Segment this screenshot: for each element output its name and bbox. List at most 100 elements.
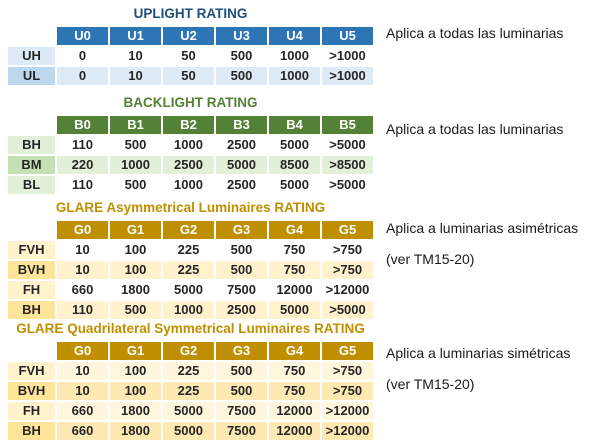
value-cell: 10 xyxy=(110,67,161,85)
table-row-BVH: BVH 10 100 225 500 750 >750 xyxy=(8,261,373,279)
value-cell: 7500 xyxy=(216,281,267,299)
value-cell: 2500 xyxy=(163,156,214,174)
rating-table-glare-asymmetrical: G0 G1 G2 G3 G4 G5 FVH 10 100 225 500 750 >750 BVH 10 10… xyxy=(6,219,375,321)
value-cell: 1000 xyxy=(163,176,214,194)
value-cell: 660 xyxy=(57,422,108,440)
value-cell: >750 xyxy=(322,382,373,400)
table-row-FH: FH 660 1800 5000 7500 12000 >12000 xyxy=(8,402,373,420)
header-row: B0 B1 B2 B3 B4 B5 xyxy=(8,116,373,134)
header-row: U0 U1 U2 U3 U4 U5 xyxy=(8,27,373,45)
table-block-backlight: BACKLIGHT RATING B0 B1 B2 B3 B4 B5 BH 110 500 1000… xyxy=(6,95,375,196)
table-block-glare-quadrilateral-symmetrical: GLARE Quadrilateral Symmetrical Luminair… xyxy=(6,321,375,442)
value-cell: 50 xyxy=(163,47,214,65)
value-cell: 500 xyxy=(110,136,161,154)
value-cell: 110 xyxy=(57,176,108,194)
table-row-UH: UH 0 10 50 500 1000 >1000 xyxy=(8,47,373,65)
table-row-FVH: FVH 10 100 225 500 750 >750 xyxy=(8,362,373,380)
value-cell: 0 xyxy=(57,67,108,85)
value-cell: 1000 xyxy=(110,156,161,174)
value-cell: 10 xyxy=(110,47,161,65)
annotation-glare-symmetrical-note: Aplica a luminarias simétricas (ver TM15-… xyxy=(386,346,570,408)
column-header-G3: G3 xyxy=(216,221,267,239)
value-cell: 8500 xyxy=(269,156,320,174)
value-cell: 660 xyxy=(57,402,108,420)
value-cell: 500 xyxy=(110,176,161,194)
header-row: G0 G1 G2 G3 G4 G5 xyxy=(8,221,373,239)
table-title-glare-asymmetrical: GLARE Asymmetrical Luminaires RATING xyxy=(55,200,326,215)
column-header-B3: B3 xyxy=(216,116,267,134)
value-cell: 750 xyxy=(269,241,320,259)
value-cell: 5000 xyxy=(163,281,214,299)
table-row-BM: BM 220 1000 2500 5000 8500 >8500 xyxy=(8,156,373,174)
table-row-BH: BH 660 1800 5000 7500 12000 >12000 xyxy=(8,422,373,440)
value-cell: 50 xyxy=(163,67,214,85)
value-cell: 750 xyxy=(269,362,320,380)
rating-tables-column: UPLIGHT RATING U0 U1 U2 U3 U4 U5 UH 0 10 50 500 1000… xyxy=(6,6,389,442)
table-row-BL: BL 110 500 1000 2500 5000 >5000 xyxy=(8,176,373,194)
column-header-U5: U5 xyxy=(322,27,373,45)
value-cell: 0 xyxy=(57,47,108,65)
value-cell: 5000 xyxy=(163,422,214,440)
corner-cell xyxy=(8,221,55,239)
column-header-G5: G5 xyxy=(322,221,373,239)
value-cell: 500 xyxy=(216,67,267,85)
row-label: BVH xyxy=(8,261,55,279)
column-header-U2: U2 xyxy=(163,27,214,45)
annotation-uplight-note: Aplica a todas las luminarias xyxy=(386,26,563,57)
corner-cell xyxy=(8,116,55,134)
value-cell: 500 xyxy=(216,241,267,259)
row-label: UL xyxy=(8,67,55,85)
column-header-G0: G0 xyxy=(57,221,108,239)
column-header-G2: G2 xyxy=(163,221,214,239)
value-cell: 12000 xyxy=(269,281,320,299)
column-header-U0: U0 xyxy=(57,27,108,45)
annotation-line: Aplica a todas las luminarias xyxy=(386,121,564,137)
value-cell: 2500 xyxy=(216,301,267,319)
value-cell: 110 xyxy=(57,136,108,154)
header-row: G0 G1 G2 G3 G4 G5 xyxy=(8,342,373,360)
column-header-G0: G0 xyxy=(57,342,108,360)
column-header-B5: B5 xyxy=(322,116,373,134)
rating-table-backlight: B0 B1 B2 B3 B4 B5 BH 110 500 1000 2500 5000 >5000 BM 2… xyxy=(6,114,375,196)
annotation-line: Aplica a luminarias simétricas xyxy=(386,345,571,361)
value-cell: 12000 xyxy=(269,422,320,440)
column-header-G5: G5 xyxy=(322,342,373,360)
column-header-U4: U4 xyxy=(269,27,320,45)
value-cell: >5000 xyxy=(322,136,373,154)
value-cell: 750 xyxy=(269,261,320,279)
row-label: FVH xyxy=(8,362,55,380)
value-cell: >8500 xyxy=(322,156,373,174)
annotation-glare-asymmetrical-note: Aplica a luminarias asimétricas (ver TM15… xyxy=(386,221,578,283)
table-row-BH: BH 110 500 1000 2500 5000 >5000 xyxy=(8,301,373,319)
value-cell: 7500 xyxy=(216,422,267,440)
column-header-B0: B0 xyxy=(57,116,108,134)
value-cell: 12000 xyxy=(269,402,320,420)
value-cell: 1800 xyxy=(110,402,161,420)
value-cell: >1000 xyxy=(322,47,373,65)
column-header-G2: G2 xyxy=(163,342,214,360)
annotation-line: (ver TM15-20) xyxy=(386,251,475,267)
table-block-glare-asymmetrical: GLARE Asymmetrical Luminaires RATING G0 G1… xyxy=(6,200,375,321)
value-cell: >5000 xyxy=(322,176,373,194)
annotation-line: (ver TM15-20) xyxy=(386,376,475,392)
value-cell: 500 xyxy=(216,382,267,400)
value-cell: 10 xyxy=(57,362,108,380)
value-cell: >750 xyxy=(322,362,373,380)
value-cell: 1800 xyxy=(110,281,161,299)
table-title-glare-quadrilateral-symmetrical: GLARE Quadrilateral Symmetrical Luminair… xyxy=(16,321,365,336)
column-header-U3: U3 xyxy=(216,27,267,45)
table-row-BVH: BVH 10 100 225 500 750 >750 xyxy=(8,382,373,400)
table-row-FH: FH 660 1800 5000 7500 12000 >12000 xyxy=(8,281,373,299)
value-cell: 220 xyxy=(57,156,108,174)
row-label: BVH xyxy=(8,382,55,400)
value-cell: 5000 xyxy=(269,136,320,154)
value-cell: 110 xyxy=(57,301,108,319)
column-header-U1: U1 xyxy=(110,27,161,45)
column-header-G1: G1 xyxy=(110,221,161,239)
value-cell: 100 xyxy=(110,261,161,279)
corner-cell xyxy=(8,342,55,360)
row-label: BH xyxy=(8,422,55,440)
value-cell: 100 xyxy=(110,382,161,400)
corner-cell xyxy=(8,27,55,45)
value-cell: 225 xyxy=(163,382,214,400)
